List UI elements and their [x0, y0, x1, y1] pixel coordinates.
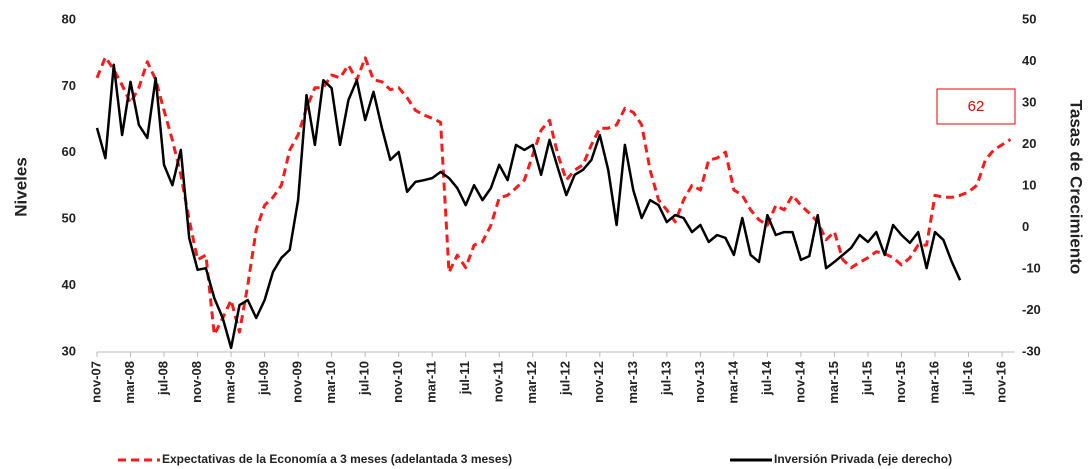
x-tick-label: nov-09	[290, 361, 305, 403]
x-tick-label: jul-09	[256, 361, 271, 396]
y2-tick-label: -30	[1022, 343, 1041, 358]
x-tick-label: mar-15	[826, 361, 841, 404]
legend-text: Expectativas de la Economía a 3 meses (a…	[162, 452, 512, 466]
x-tick-label: mar-11	[424, 361, 439, 403]
x-tick-label: nov-12	[591, 361, 606, 403]
x-tick-label: mar-09	[223, 361, 238, 404]
x-tick-label: mar-10	[323, 361, 338, 404]
x-tick-label: nov-13	[692, 361, 707, 403]
y2-tick-label: 40	[1022, 53, 1036, 68]
x-tick-label: nov-16	[993, 361, 1008, 403]
y2-tick-label: 50	[1022, 11, 1036, 26]
y-tick-label: 60	[62, 144, 76, 159]
y2-tick-label: 30	[1022, 94, 1036, 109]
x-tick-label: mar-14	[725, 360, 740, 403]
x-tick-label: jul-12	[558, 361, 573, 396]
y2-tick-label: 10	[1022, 177, 1036, 192]
x-tick-label: jul-08	[155, 361, 170, 396]
x-tick-label: mar-12	[524, 361, 539, 404]
x-tick-label: jul-10	[357, 361, 372, 396]
x-tick-label: jul-15	[859, 361, 874, 396]
x-tick-label: mar-16	[926, 361, 941, 404]
y2-tick-label: 0	[1022, 219, 1029, 234]
y-axis-title: Niveles	[11, 157, 30, 217]
y2-tick-label: -10	[1022, 260, 1041, 275]
y2-tick-label: 20	[1022, 136, 1036, 151]
x-tick-label: mar-08	[122, 361, 137, 404]
x-tick-label: nov-07	[88, 361, 103, 403]
x-tick-label: jul-16	[960, 361, 975, 396]
annotation-box	[936, 88, 1016, 125]
x-tick-label: jul-11	[457, 361, 472, 395]
y-tick-label: 80	[62, 11, 76, 26]
x-tick-label: jul-14	[759, 360, 774, 396]
series-line	[95, 63, 962, 350]
x-tick-label: nov-08	[189, 361, 204, 403]
y-tick-label: 30	[62, 343, 76, 358]
annotation-text: 62	[968, 98, 985, 115]
y2-tick-label: -20	[1022, 302, 1041, 317]
legend-text: Inversión Privada (eje derecho)	[774, 452, 952, 466]
x-tick-label: nov-11	[491, 361, 506, 402]
x-tick-label: nov-14	[792, 360, 807, 403]
series-line	[95, 55, 1012, 337]
x-tick-label: jul-13	[658, 361, 673, 396]
y-tick-label: 40	[62, 277, 76, 292]
y-tick-label: 70	[62, 78, 76, 93]
x-tick-label: nov-15	[893, 361, 908, 403]
y2-axis-title: Tasas de Crecimiento	[1067, 100, 1086, 274]
x-tick-label: mar-13	[625, 361, 640, 404]
y-tick-label: 50	[62, 211, 76, 226]
x-tick-label: nov-10	[390, 361, 405, 403]
